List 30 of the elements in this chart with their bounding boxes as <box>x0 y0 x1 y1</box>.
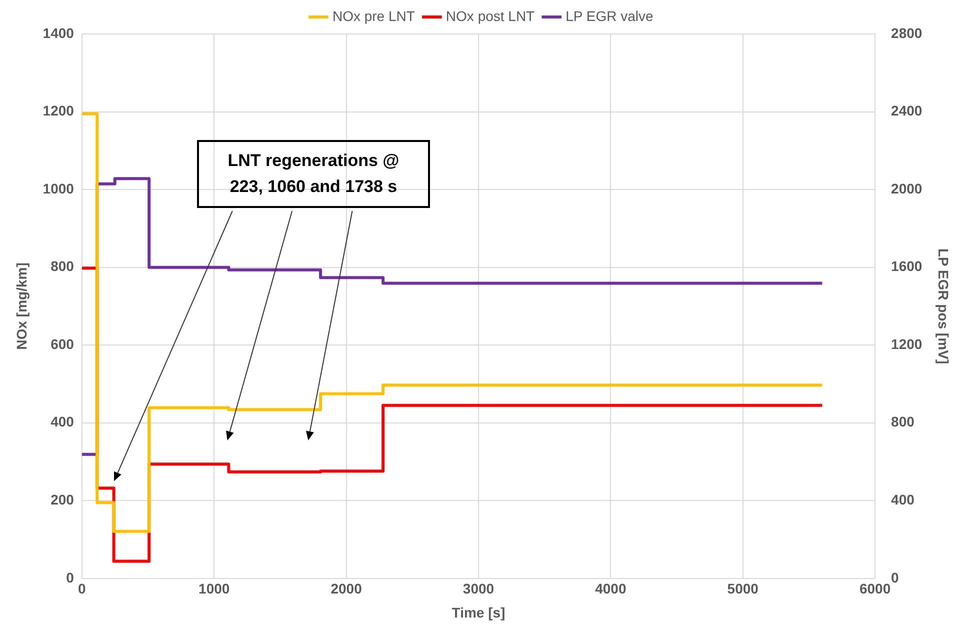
y-tick-label: 200 <box>50 491 74 508</box>
y-tick-label: 600 <box>50 336 74 352</box>
y2-tick-label: 2000 <box>891 180 922 196</box>
y-axis-title: NOx [mg/km] <box>13 262 30 350</box>
y-tick-label: 1200 <box>42 102 74 119</box>
y2-tick-label: 0 <box>891 569 900 586</box>
y-tick-label: 0 <box>66 569 74 586</box>
y2-tick-label: 1200 <box>891 336 922 352</box>
x-tick-label: 0 <box>78 580 86 597</box>
legend-label: NOx pre LNT <box>332 8 416 24</box>
y2-axis-title: LP EGR pos [mV] <box>936 248 952 364</box>
y2-tick-label: 400 <box>891 491 915 508</box>
y-tick-label: 400 <box>50 414 74 430</box>
x-tick-label: 5000 <box>727 580 759 597</box>
x-tick-label: 2000 <box>330 580 362 597</box>
x-tick-label: 4000 <box>595 580 626 597</box>
x-tick-label: 1000 <box>198 580 230 597</box>
annotation: LNT regenerations @ 223, 1060 and 1738 s <box>197 140 430 208</box>
legend-label: LP EGR valve <box>566 8 654 24</box>
y2-tick-label: 800 <box>891 414 915 430</box>
y-tick-label: 1000 <box>42 180 74 196</box>
y-tick-label: 800 <box>50 258 74 274</box>
y2-tick-label: 2400 <box>891 102 922 119</box>
legend-label: NOx post LNT <box>446 8 536 24</box>
x-tick-label: 6000 <box>859 580 891 597</box>
y2-tick-label: 2800 <box>891 24 922 41</box>
x-axis-title: Time [s] <box>452 604 506 620</box>
x-tick-label: 3000 <box>462 580 494 597</box>
y2-tick-label: 1600 <box>891 258 922 274</box>
y-tick-label: 1400 <box>42 24 74 41</box>
